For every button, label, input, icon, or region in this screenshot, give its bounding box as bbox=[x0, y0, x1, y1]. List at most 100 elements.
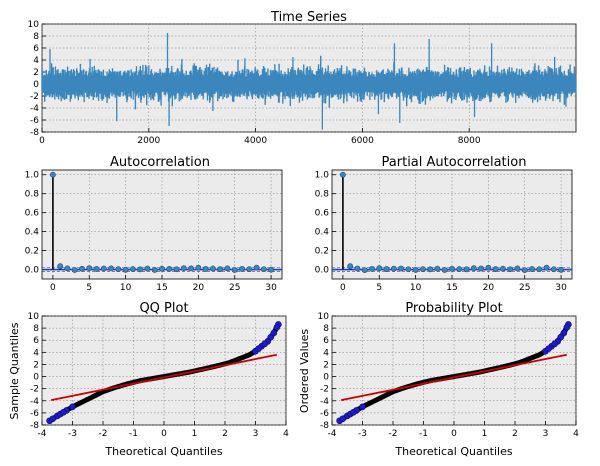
acf-marker bbox=[217, 266, 224, 273]
prob-ytick-label: -4 bbox=[320, 397, 329, 407]
acf-marker bbox=[202, 266, 209, 272]
acf-marker bbox=[79, 265, 85, 272]
pacf-ytick-label: 0.8 bbox=[315, 190, 330, 200]
prob-xtick-label: 2 bbox=[512, 429, 518, 439]
prob-ytick-label: 2 bbox=[323, 360, 329, 370]
pacf-marker bbox=[478, 265, 484, 272]
acf-marker bbox=[180, 265, 187, 271]
pacf-marker bbox=[420, 266, 426, 273]
acf-marker bbox=[108, 265, 114, 272]
pacf-marker bbox=[398, 265, 404, 272]
qq-ytick-label: 4 bbox=[33, 348, 39, 358]
pacf-xtick-label: 15 bbox=[446, 283, 457, 293]
qq-xtick-label: 1 bbox=[192, 429, 198, 439]
ts-ytick-label: 0 bbox=[33, 80, 39, 90]
prob-point bbox=[545, 345, 552, 353]
qq-point bbox=[60, 408, 67, 416]
prob-ytick-label: -6 bbox=[320, 409, 329, 419]
pacf-marker bbox=[558, 266, 564, 273]
qq-title: QQ Plot bbox=[139, 301, 188, 316]
pacf-marker bbox=[427, 266, 434, 273]
qq-ytick-label: -6 bbox=[30, 409, 39, 419]
acf-title: Autocorrelation bbox=[110, 155, 210, 170]
qq-xtick-label: 2 bbox=[222, 429, 228, 439]
pacf-marker bbox=[340, 171, 346, 178]
pacf-title: Partial Autocorrelation bbox=[382, 155, 527, 170]
qq-ytick-label: 2 bbox=[33, 360, 39, 370]
pacf-marker bbox=[507, 266, 514, 273]
acf-ytick-label: 0.4 bbox=[25, 228, 40, 238]
prob-title: Probability Plot bbox=[405, 301, 502, 316]
prob-ytick-label: 10 bbox=[318, 312, 330, 322]
ts-xtick-label: 6000 bbox=[351, 136, 374, 146]
pacf-marker bbox=[405, 266, 412, 273]
prob-xtick-label: 0 bbox=[451, 429, 457, 439]
prob-point bbox=[350, 408, 357, 416]
prob-xlabel: Theoretical Quantiles bbox=[394, 445, 512, 458]
qq-ytick-label: -2 bbox=[30, 385, 39, 395]
pacf-marker bbox=[550, 266, 557, 273]
ts-xtick-label: 2000 bbox=[137, 136, 160, 146]
prob-xtick-label: -2 bbox=[389, 429, 398, 439]
pacf-xtick-label: 0 bbox=[340, 283, 346, 293]
ts-ytick-label: 8 bbox=[33, 32, 39, 42]
prob-ytick-label: 0 bbox=[323, 373, 329, 383]
pacf-ytick-label: 1.0 bbox=[315, 171, 330, 181]
pacf-marker bbox=[376, 265, 383, 272]
qq-point bbox=[49, 415, 56, 423]
ts-axes: 0 2000 4000 6000 8000 -8 -6 -4 -2 0 2 4 6 8 10 bbox=[28, 20, 577, 146]
ts-ytick-label: -6 bbox=[30, 116, 39, 126]
qq-point bbox=[261, 340, 268, 348]
pacf-marker bbox=[412, 267, 419, 273]
acf-marker bbox=[253, 264, 260, 271]
qq-ytick-label: 8 bbox=[33, 324, 39, 334]
acf-marker bbox=[210, 265, 216, 272]
pacf-ytick-label: 0.2 bbox=[315, 247, 329, 257]
pacf-marker bbox=[369, 265, 375, 272]
pacf-marker bbox=[347, 263, 354, 270]
acf-marker bbox=[115, 266, 122, 273]
pacf-marker bbox=[456, 266, 463, 272]
acf-marker bbox=[137, 266, 144, 273]
acf-marker bbox=[173, 266, 180, 273]
qq-point bbox=[267, 333, 275, 341]
qq-background bbox=[41, 315, 287, 426]
pacf-xtick-label: 25 bbox=[519, 283, 530, 293]
prob-ytick-label: 8 bbox=[323, 324, 329, 334]
acf-marker bbox=[151, 267, 158, 273]
prob-background bbox=[331, 315, 577, 426]
pacf-ytick-label: 0.6 bbox=[315, 209, 330, 219]
qq-ytick-label: -4 bbox=[30, 397, 39, 407]
ts-title: Time Series bbox=[270, 10, 347, 25]
prob-xtick-label: -1 bbox=[419, 429, 428, 439]
pacf-xtick-label: 5 bbox=[376, 283, 382, 293]
qq-ytick-label: 10 bbox=[28, 312, 40, 322]
prob-ytick-label: -2 bbox=[320, 385, 329, 395]
qq-ytick-label: 0 bbox=[33, 373, 39, 383]
ts-xtick-label: 8000 bbox=[458, 136, 481, 146]
prob-point bbox=[339, 415, 346, 423]
acf-xtick-label: 15 bbox=[156, 283, 167, 293]
prob-xtick-label: -4 bbox=[328, 429, 337, 439]
acf-marker bbox=[195, 264, 202, 271]
acf-xtick-label: 5 bbox=[86, 283, 92, 293]
ts-ytick-label: 10 bbox=[28, 20, 40, 30]
qq-xtick-label: -4 bbox=[38, 429, 47, 439]
acf-marker bbox=[130, 266, 136, 272]
pacf-xtick-label: 20 bbox=[483, 283, 495, 293]
prob-axes: -4 -3 -2 -1 0 1 2 3 4 -8 -6 -4 -2 0 2 4 6 8 10 bbox=[318, 312, 580, 439]
pacf-marker bbox=[529, 266, 535, 272]
acf-marker bbox=[64, 265, 71, 272]
prob-point bbox=[359, 403, 366, 411]
ts-ytick-label: 4 bbox=[33, 56, 39, 66]
pacf-marker bbox=[463, 266, 470, 273]
acf-ytick-label: 0.8 bbox=[25, 190, 40, 200]
pacf-marker bbox=[543, 264, 550, 271]
qq-fit-line bbox=[50, 353, 278, 402]
pacf-marker bbox=[441, 267, 448, 273]
pacf-marker bbox=[361, 267, 368, 273]
acf-marker bbox=[71, 267, 78, 273]
qq-point bbox=[255, 345, 262, 353]
